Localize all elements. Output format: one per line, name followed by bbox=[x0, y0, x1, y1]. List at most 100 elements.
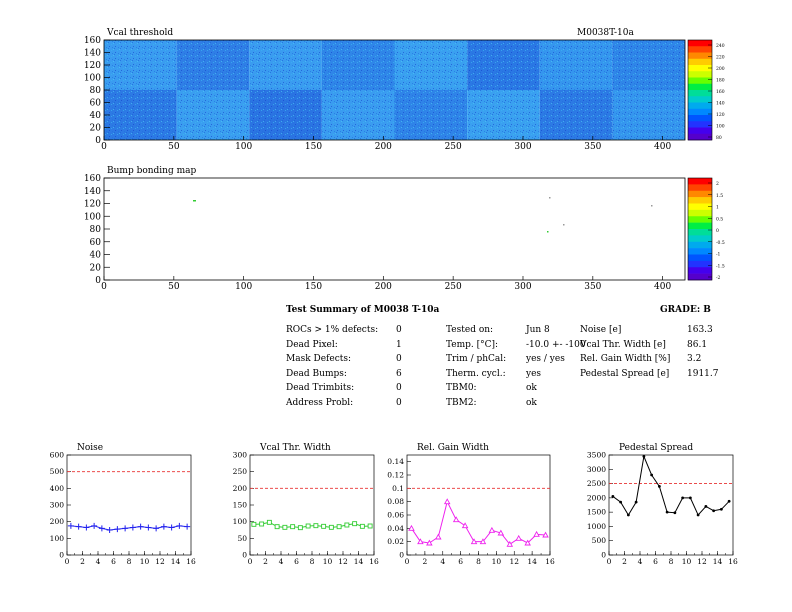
data-point bbox=[106, 527, 113, 533]
x-tick-label: 0 bbox=[65, 557, 70, 566]
data-point bbox=[470, 538, 478, 545]
summary-label: Pedestal Spread [e] bbox=[580, 368, 670, 379]
y-tick-label: 0.08 bbox=[387, 497, 404, 506]
palette-label: 160 bbox=[716, 89, 725, 95]
bump-axes: 0 50 100 150 200 250 300 350 400 0 20 40 60 80 100 120 1… bbox=[84, 174, 672, 292]
series-line bbox=[253, 521, 371, 529]
palette-swatch bbox=[688, 52, 712, 60]
y-tick-label: 0 bbox=[601, 551, 606, 560]
module-id: M0038T-10a bbox=[577, 28, 634, 38]
data-point bbox=[727, 499, 731, 503]
palette-frame bbox=[687, 39, 713, 141]
palette-label: 80 bbox=[716, 135, 722, 141]
data-point bbox=[435, 533, 442, 540]
summary-value: ok bbox=[526, 383, 537, 393]
data-point bbox=[479, 538, 487, 545]
data-point bbox=[461, 522, 469, 529]
x-tick-label: 2 bbox=[80, 557, 85, 566]
chart-frame bbox=[608, 454, 734, 556]
palette-swatch bbox=[688, 40, 712, 47]
x-tick-label: 8 bbox=[310, 557, 315, 566]
data-point bbox=[650, 473, 654, 477]
summary-value: yes / yes bbox=[526, 354, 565, 364]
y-tick-label: 500 bbox=[50, 467, 65, 476]
palette-swatch bbox=[688, 273, 712, 281]
data-point bbox=[681, 496, 685, 500]
y-tick-label: 600 bbox=[50, 451, 65, 460]
summary-label: Tested on: bbox=[446, 325, 494, 335]
y-tick-label: 40 bbox=[90, 111, 102, 121]
chart-title: Pedestal Spread bbox=[619, 443, 693, 453]
y-tick-label: 250 bbox=[233, 467, 248, 476]
palette-label: -2 bbox=[716, 275, 721, 281]
x-tick-label: 10 bbox=[492, 557, 502, 566]
x-tick-label: 6 bbox=[111, 557, 116, 566]
palette-swatch bbox=[688, 96, 712, 103]
data-point bbox=[626, 513, 630, 517]
x-tick-label: 300 bbox=[514, 282, 531, 292]
bump-map-frame bbox=[103, 177, 686, 281]
data-point bbox=[153, 525, 160, 532]
palette-label: 120 bbox=[716, 112, 725, 118]
x-tick-label: 4 bbox=[440, 557, 445, 566]
data-point bbox=[344, 522, 350, 528]
data-point bbox=[75, 523, 82, 530]
data-point bbox=[98, 525, 105, 532]
x-tick-label: 14 bbox=[354, 557, 364, 566]
x-tick-label: 16 bbox=[186, 557, 196, 566]
x-tick-label: 100 bbox=[235, 142, 252, 152]
x-tick-label: 250 bbox=[445, 282, 462, 292]
x-tick-label: 14 bbox=[527, 557, 537, 566]
data-point bbox=[665, 510, 669, 514]
palette-swatch bbox=[688, 133, 712, 141]
bump-color-palette: 2 1.5 1 0.5 0 -0.5 -1 -1.5 -2 bbox=[687, 177, 725, 281]
palette-swatch bbox=[688, 90, 712, 97]
data-point bbox=[266, 519, 272, 525]
bump-marker bbox=[563, 224, 565, 226]
palette-swatch bbox=[688, 127, 712, 135]
x-tick-label: 50 bbox=[168, 282, 180, 292]
palette-swatch bbox=[688, 248, 712, 255]
data-point bbox=[274, 524, 280, 530]
x-tick-label: 50 bbox=[168, 142, 180, 152]
vcal-color-palette: 240 220 200 180 160 140 120 100 80 bbox=[687, 39, 725, 141]
data-point bbox=[712, 509, 716, 513]
bump-marker bbox=[549, 197, 551, 199]
chart-title: Noise bbox=[77, 443, 103, 453]
data-point bbox=[352, 521, 358, 527]
palette-swatch bbox=[688, 267, 712, 274]
x-tick-label: 16 bbox=[369, 557, 379, 566]
bump-defect-markers bbox=[193, 197, 653, 233]
x-tick-label: 0 bbox=[101, 142, 107, 152]
y-tick-label: 0.02 bbox=[387, 537, 404, 546]
y-tick-label: 80 bbox=[90, 86, 102, 96]
palette-swatch bbox=[688, 178, 712, 185]
vcal-noise-texture bbox=[104, 40, 685, 140]
summary-label: TBM0: bbox=[446, 383, 477, 393]
data-point bbox=[321, 523, 327, 529]
y-tick-label: 1000 bbox=[587, 522, 606, 531]
x-tick-label: 150 bbox=[305, 142, 322, 152]
data-point bbox=[336, 524, 342, 530]
data-point bbox=[634, 500, 638, 504]
data-point bbox=[313, 523, 319, 529]
x-tick-label: 400 bbox=[654, 282, 671, 292]
x-tick-label: 14 bbox=[171, 557, 181, 566]
data-point bbox=[297, 525, 303, 531]
y-tick-label: 3500 bbox=[587, 451, 606, 460]
y-tick-label: 400 bbox=[50, 484, 65, 493]
summary-label: TBM2: bbox=[446, 397, 477, 408]
x-tick-label: 350 bbox=[584, 142, 601, 152]
data-point bbox=[145, 524, 152, 531]
y-tick-label: 140 bbox=[84, 187, 101, 197]
y-tick-label: 80 bbox=[90, 225, 102, 235]
y-tick-label: 100 bbox=[233, 517, 248, 526]
data-point bbox=[359, 523, 365, 529]
series-line bbox=[70, 525, 188, 531]
x-tick-label: 2 bbox=[263, 557, 268, 566]
x-tick-label: 0 bbox=[607, 557, 612, 566]
x-tick-label: 14 bbox=[713, 557, 723, 566]
summary-value: 6 bbox=[396, 368, 402, 379]
x-tick-label: 2 bbox=[422, 557, 427, 566]
